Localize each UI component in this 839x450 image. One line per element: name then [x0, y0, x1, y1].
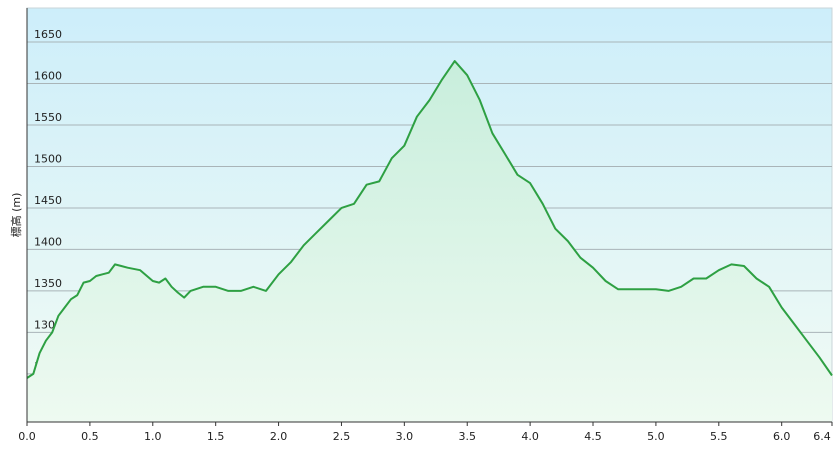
- x-tick-label: 5.5: [710, 430, 728, 443]
- x-tick-label: 2.5: [333, 430, 351, 443]
- x-tick-label: 0.5: [81, 430, 99, 443]
- x-tick-label: 4.0: [521, 430, 539, 443]
- x-tick-label: 5.0: [647, 430, 665, 443]
- elevation-area: [27, 61, 832, 422]
- y-tick-label: 1550: [34, 111, 62, 124]
- x-tick-label: 3.5: [458, 430, 476, 443]
- y-tick-label: 1500: [34, 152, 62, 165]
- y-tick-label: 1450: [34, 194, 62, 207]
- y-axis-label: 標高 (m): [9, 193, 23, 238]
- y-tick-label: 1600: [34, 69, 62, 82]
- y-tick-label: 1400: [34, 235, 62, 248]
- y-tick-label: 1350: [34, 277, 62, 290]
- x-tick-label: 6.4: [813, 430, 831, 443]
- x-tick-label: 1.0: [144, 430, 162, 443]
- x-tick-label: 4.5: [584, 430, 602, 443]
- x-tick-label: 1.5: [207, 430, 225, 443]
- x-tick-label: 0.0: [18, 430, 36, 443]
- x-tick-label: 2.0: [270, 430, 288, 443]
- x-tick-label: 6.0: [773, 430, 791, 443]
- y-tick-label: 1650: [34, 28, 62, 41]
- elevation-line: [26, 60, 833, 379]
- x-tick-label: 3.0: [396, 430, 414, 443]
